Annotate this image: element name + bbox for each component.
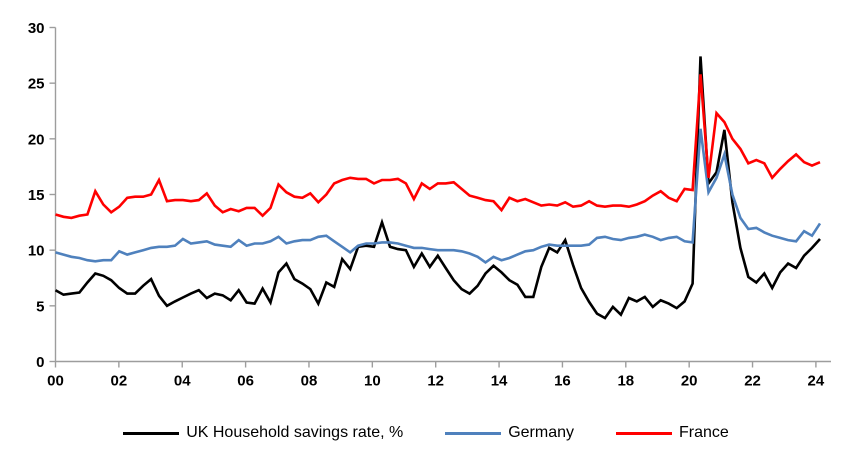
legend-item-uk: UK Household savings rate, % bbox=[123, 424, 403, 442]
x-tick-label: 20 bbox=[681, 373, 698, 390]
france-line-swatch-icon bbox=[616, 431, 672, 435]
legend-item-germany: Germany bbox=[445, 424, 574, 442]
y-tick-label: 25 bbox=[28, 76, 45, 93]
x-tick-label: 12 bbox=[427, 373, 444, 390]
x-tick-label: 24 bbox=[808, 373, 825, 390]
x-tick-label: 08 bbox=[301, 373, 318, 390]
y-tick-label: 5 bbox=[36, 298, 44, 315]
germany-line-swatch-icon bbox=[445, 431, 502, 435]
france-line bbox=[55, 74, 821, 220]
x-tick-label: 16 bbox=[554, 373, 571, 390]
germany-line bbox=[55, 128, 822, 264]
legend-label-uk: UK Household savings rate, % bbox=[186, 424, 404, 441]
y-tick-label: 0 bbox=[36, 354, 44, 371]
uk-household-savings-rate-line bbox=[54, 56, 821, 320]
x-tick-label: 02 bbox=[111, 373, 128, 390]
legend-label-france: France bbox=[679, 424, 729, 441]
x-tick-label: 10 bbox=[364, 373, 381, 390]
chart-legend: UK Household savings rate, % Germany Fra… bbox=[0, 424, 852, 442]
y-tick-label: 10 bbox=[28, 243, 45, 260]
x-tick-label: 18 bbox=[617, 373, 634, 390]
y-tick-label: 20 bbox=[28, 131, 45, 148]
uk-line-swatch-icon bbox=[123, 431, 180, 435]
legend-item-france: France bbox=[616, 424, 729, 442]
chart-plot-area: 0 5 10 15 20 25 30 00 02 04 06 08 10 12 14 16 18 20 22 24 bbox=[28, 20, 831, 390]
y-tick-label: 15 bbox=[28, 187, 45, 204]
y-tick-label: 30 bbox=[28, 20, 45, 37]
x-tick-label: 22 bbox=[744, 373, 761, 390]
x-tick-label: 00 bbox=[47, 373, 64, 390]
legend-label-germany: Germany bbox=[508, 424, 574, 441]
x-tick-label: 06 bbox=[237, 373, 254, 390]
x-tick-label: 14 bbox=[491, 373, 508, 390]
x-tick-label: 04 bbox=[174, 373, 191, 390]
